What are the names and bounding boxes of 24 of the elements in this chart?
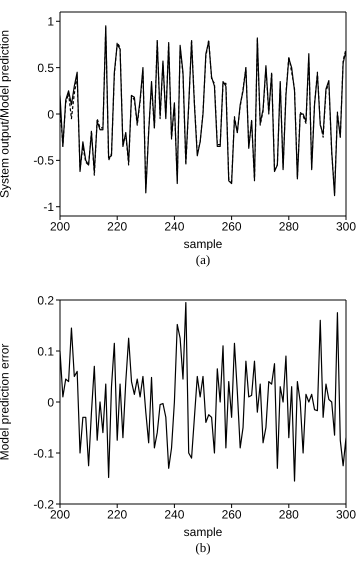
x-tick-label: 280	[278, 508, 300, 522]
x-tick-label: 220	[107, 508, 128, 522]
x-tick-label: 300	[336, 508, 356, 522]
y-tick-label: 1	[47, 14, 54, 29]
x-tick-label: 200	[50, 220, 70, 234]
x-tick-label: 240	[164, 508, 185, 522]
text: (a)	[194, 252, 212, 268]
x-tick-label: 280	[278, 220, 300, 234]
y-tick-label: 0	[47, 107, 54, 122]
y-tick-label: -0.5	[33, 154, 54, 168]
x-tick-label: 240	[164, 220, 185, 234]
y-axis-title: Model prediction error	[0, 344, 12, 460]
y-tick-label: 0.1	[37, 344, 54, 358]
y-tick-label: -0.1	[33, 446, 54, 460]
x-tick-label: 300	[336, 220, 356, 234]
y-tick-label: 0.2	[37, 293, 54, 308]
y-tick-label: 0	[47, 395, 54, 410]
y-tick-label: -1	[43, 200, 54, 214]
y-axis-title: System output/Model prediction	[0, 30, 12, 198]
x-tick-label: 260	[222, 508, 242, 522]
y-tick-label: 0.5	[37, 60, 54, 75]
x-tick-label: 260	[222, 220, 242, 234]
text: (b)	[194, 540, 212, 556]
x-tick-label: 220	[107, 220, 128, 234]
